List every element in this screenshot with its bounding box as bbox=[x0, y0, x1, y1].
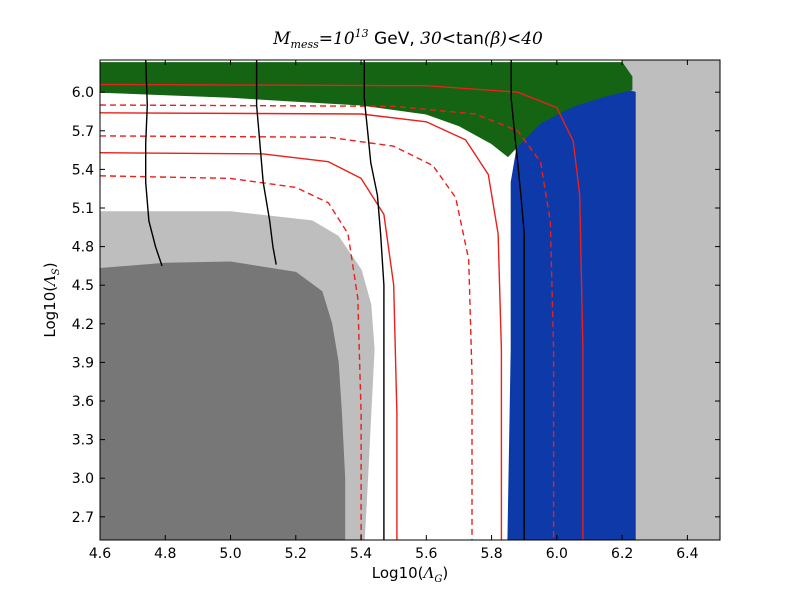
x-axis-title: Log10(ΛG) bbox=[372, 564, 448, 585]
y-tick-label: 3.3 bbox=[72, 433, 94, 449]
chart-title: Mmess=1013 GeV, 30<tan(β)<40 bbox=[272, 27, 543, 51]
y-axis-title: Log10(ΛS) bbox=[41, 262, 62, 337]
x-tick-label: 5.0 bbox=[219, 546, 241, 562]
y-tick-label: 2.7 bbox=[72, 510, 94, 526]
contour-black-1 bbox=[144, 60, 163, 267]
y-tick-label: 5.1 bbox=[72, 201, 94, 217]
x-tick-label: 6.4 bbox=[676, 546, 698, 562]
region-blue-region bbox=[507, 89, 636, 540]
contour-red-dashed-1 bbox=[100, 175, 362, 540]
x-axis: 4.6 4.8 5.0 5.2 5.4 5.6 5.8 6.0 6.2 6.4 bbox=[89, 60, 699, 562]
y-tick-label: 4.2 bbox=[72, 317, 94, 333]
contour-black-3 bbox=[363, 60, 385, 540]
y-tick-label: 5.7 bbox=[72, 124, 94, 140]
region-excluded-dark bbox=[100, 261, 346, 540]
y-tick-label: 4.8 bbox=[72, 240, 94, 256]
x-tick-label: 6.0 bbox=[546, 546, 568, 562]
x-tick-label: 4.6 bbox=[89, 546, 111, 562]
y-axis: 2.7 3.0 3.3 3.6 3.9 4.2 4.5 4.8 5.1 5.4 5.7 6.0 bbox=[72, 85, 720, 526]
y-tick-label: 5.4 bbox=[72, 162, 94, 178]
y-tick-label: 3.0 bbox=[72, 471, 94, 487]
contour-red-solid-3 bbox=[100, 83, 584, 540]
contour-black-4 bbox=[510, 60, 525, 540]
contour-red-dashed-3 bbox=[100, 104, 555, 540]
y-tick-label: 3.6 bbox=[72, 394, 94, 410]
region-gray-right bbox=[621, 60, 720, 540]
contour-red-solid-1 bbox=[100, 152, 398, 540]
y-tick-label: 3.9 bbox=[72, 355, 94, 371]
y-tick-label: 4.5 bbox=[72, 278, 94, 294]
contour-red-solid-2 bbox=[100, 112, 503, 540]
x-tick-label: 4.8 bbox=[154, 546, 176, 562]
plot-area bbox=[99, 59, 721, 541]
plot-frame bbox=[99, 59, 721, 541]
y-tick-label: 6.0 bbox=[72, 85, 94, 101]
plot-content bbox=[100, 60, 720, 540]
x-tick-label: 5.8 bbox=[480, 546, 502, 562]
x-tick-label: 6.2 bbox=[611, 546, 633, 562]
x-tick-label: 5.6 bbox=[415, 546, 437, 562]
x-tick-label: 5.4 bbox=[350, 546, 372, 562]
x-tick-label: 5.2 bbox=[285, 546, 307, 562]
contour-black-2 bbox=[255, 60, 277, 265]
region-green-region bbox=[100, 62, 633, 158]
